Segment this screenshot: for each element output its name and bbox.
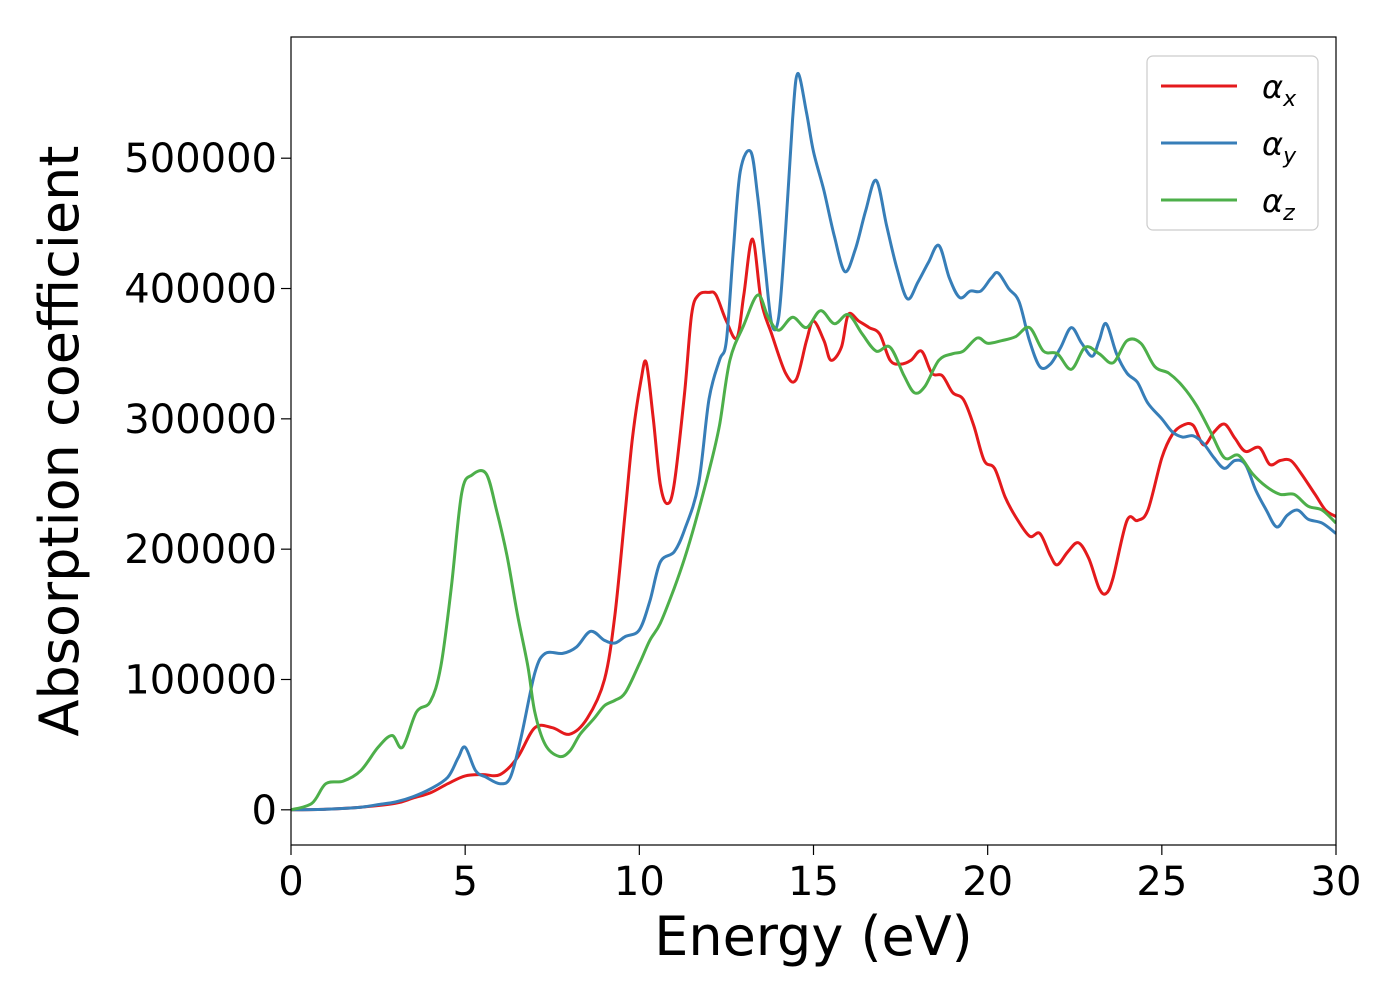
ticks-layer: 0 5 10 15 20 25 30 0 100000 200000 300000 400000 500… bbox=[124, 136, 1361, 905]
x-tick-label: 10 bbox=[614, 859, 665, 905]
y-tick-label: 300000 bbox=[124, 397, 277, 443]
x-tick-label: 20 bbox=[962, 859, 1013, 905]
y-axis-label: Absorption coefficient bbox=[28, 146, 91, 737]
x-tick-label: 5 bbox=[452, 859, 477, 905]
legend-label-alpha-z: αz bbox=[1262, 182, 1295, 226]
x-tick-label: 15 bbox=[788, 859, 839, 905]
y-tick-label: 0 bbox=[252, 788, 277, 834]
legend-symbol: α bbox=[1262, 182, 1283, 220]
legend-label-alpha-y: αy bbox=[1262, 125, 1297, 169]
legend-symbol: α bbox=[1262, 68, 1283, 106]
legend-label-alpha-x: αx bbox=[1262, 68, 1297, 112]
y-tick-label: 500000 bbox=[124, 136, 277, 182]
x-tick-label: 0 bbox=[278, 859, 303, 905]
y-tick-label: 200000 bbox=[124, 527, 277, 573]
x-tick-label: 25 bbox=[1136, 859, 1187, 905]
legend-subscript: y bbox=[1282, 144, 1297, 169]
series-line-alpha-y bbox=[291, 71, 1336, 812]
legend-subscript: z bbox=[1282, 201, 1295, 226]
legend-subscript: x bbox=[1282, 87, 1297, 112]
series-line-alpha-z bbox=[291, 293, 1336, 812]
x-axis-label: Energy (eV) bbox=[654, 905, 973, 968]
legend-symbol: α bbox=[1262, 125, 1283, 163]
series-layer bbox=[291, 71, 1336, 812]
y-tick-label: 100000 bbox=[124, 657, 277, 703]
series-line-alpha-x bbox=[291, 237, 1336, 812]
x-tick-label: 30 bbox=[1311, 859, 1362, 905]
y-tick-label: 400000 bbox=[124, 267, 277, 313]
